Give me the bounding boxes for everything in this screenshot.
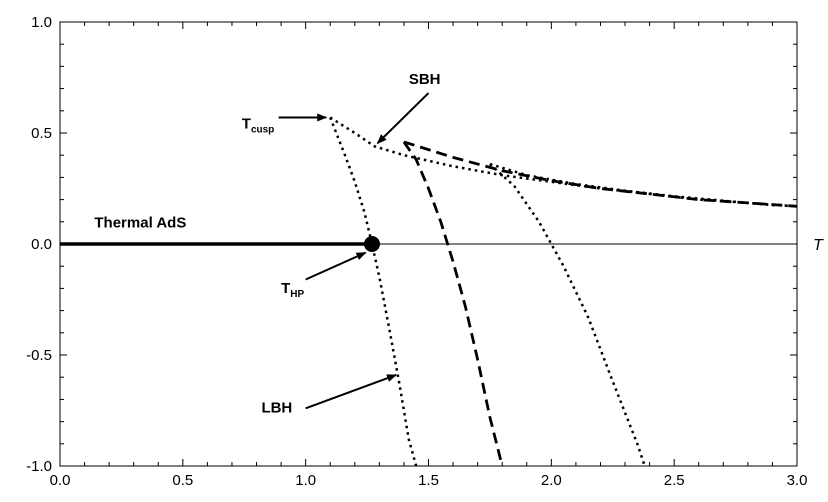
series-line-3 bbox=[329, 116, 798, 208]
axis-tick-labels: 0.0 0.5 1.0 1.5 2.0 2.5 3.0 1.0 0.5 0.0 -0.5 -1.0 bbox=[26, 14, 807, 489]
t-hp-label: THP bbox=[281, 280, 304, 300]
y-tick-label: 0.0 bbox=[31, 236, 52, 253]
annotations: Thermal AdS SBH Tcusp THP LBH bbox=[94, 71, 440, 417]
t-hp-subscript: HP bbox=[290, 289, 304, 300]
y-tick-label: -0.5 bbox=[26, 347, 52, 364]
series-line-2 bbox=[329, 117, 418, 467]
x-tick-label: 0.5 bbox=[172, 472, 193, 489]
lbh-label: LBH bbox=[261, 400, 292, 417]
series-line-5 bbox=[403, 140, 798, 208]
t-cusp-base: T bbox=[242, 116, 251, 133]
x-tick-label: 1.5 bbox=[418, 472, 439, 489]
sbh-arrow bbox=[376, 92, 430, 145]
series-line-4 bbox=[402, 141, 504, 467]
x-tick-label: 0.0 bbox=[50, 472, 71, 489]
t-cusp-subscript: cusp bbox=[251, 125, 274, 136]
transition-point bbox=[363, 236, 380, 252]
x-tick-label: 3.0 bbox=[787, 472, 808, 489]
t-hp-arrow bbox=[305, 251, 367, 281]
series-layer bbox=[60, 116, 798, 467]
lbh-arrow bbox=[305, 374, 397, 410]
x-tick-label: 2.5 bbox=[664, 472, 685, 489]
x-tick-label: 2.0 bbox=[541, 472, 562, 489]
thermal-ads-label: Thermal AdS bbox=[94, 214, 186, 231]
y-tick-label: -1.0 bbox=[26, 458, 52, 475]
series-line-7 bbox=[489, 162, 798, 208]
sbh-label: SBH bbox=[409, 71, 441, 88]
x-tick-label: 1.0 bbox=[295, 472, 316, 489]
t-hp-base: T bbox=[281, 280, 290, 297]
y-tick-label: 0.5 bbox=[31, 125, 52, 142]
x-axis-label: T bbox=[813, 237, 824, 254]
t-cusp-label: Tcusp bbox=[242, 116, 275, 136]
series-line-6 bbox=[489, 163, 646, 467]
points-layer bbox=[363, 236, 380, 252]
y-tick-label: 1.0 bbox=[31, 14, 52, 31]
